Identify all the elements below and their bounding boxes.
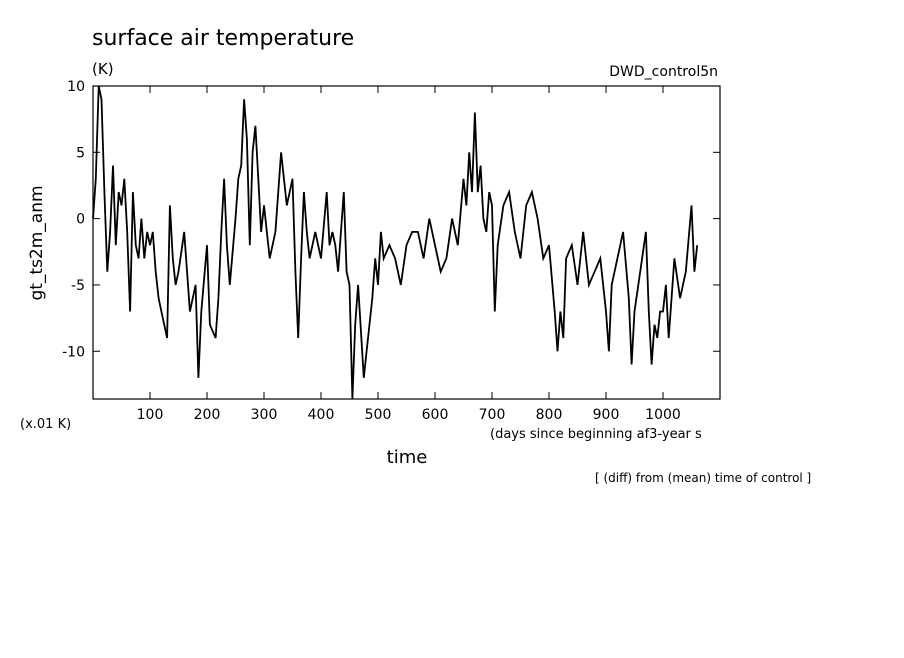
x-tick-label: 900 xyxy=(593,407,620,423)
run-label: DWD_control5n xyxy=(609,64,718,80)
y-tick-label: -5 xyxy=(71,278,85,294)
plot-frame xyxy=(92,85,721,400)
x-tick-label: 500 xyxy=(365,407,392,423)
x-axis-label: time xyxy=(387,447,428,468)
x-tick-label: 300 xyxy=(251,407,278,423)
chart-title: surface air temperature xyxy=(92,26,354,51)
x-tick-label: 700 xyxy=(479,407,506,423)
x-tick-label: 200 xyxy=(194,407,221,423)
y-axis-label: gt_ts2m_anm xyxy=(27,185,47,300)
y-tick-label: 10 xyxy=(67,79,85,95)
x-tick-label: 600 xyxy=(422,407,449,423)
scale-note: (x.01 K) xyxy=(20,417,71,432)
y-tick-label: -10 xyxy=(62,344,85,360)
x-units: (days since beginning af3-year s xyxy=(490,427,702,442)
x-tick-label: 1000 xyxy=(645,407,681,423)
x-tick-label: 800 xyxy=(536,407,563,423)
x-tick-label: 400 xyxy=(308,407,335,423)
footnote: [ (diff) from (mean) time of control ] xyxy=(595,471,811,485)
x-tick-label: 100 xyxy=(137,407,164,423)
series-line xyxy=(92,85,699,400)
y-tick-label: 0 xyxy=(76,212,85,228)
units: (K) xyxy=(92,60,114,78)
y-tick-label: 5 xyxy=(76,145,85,161)
